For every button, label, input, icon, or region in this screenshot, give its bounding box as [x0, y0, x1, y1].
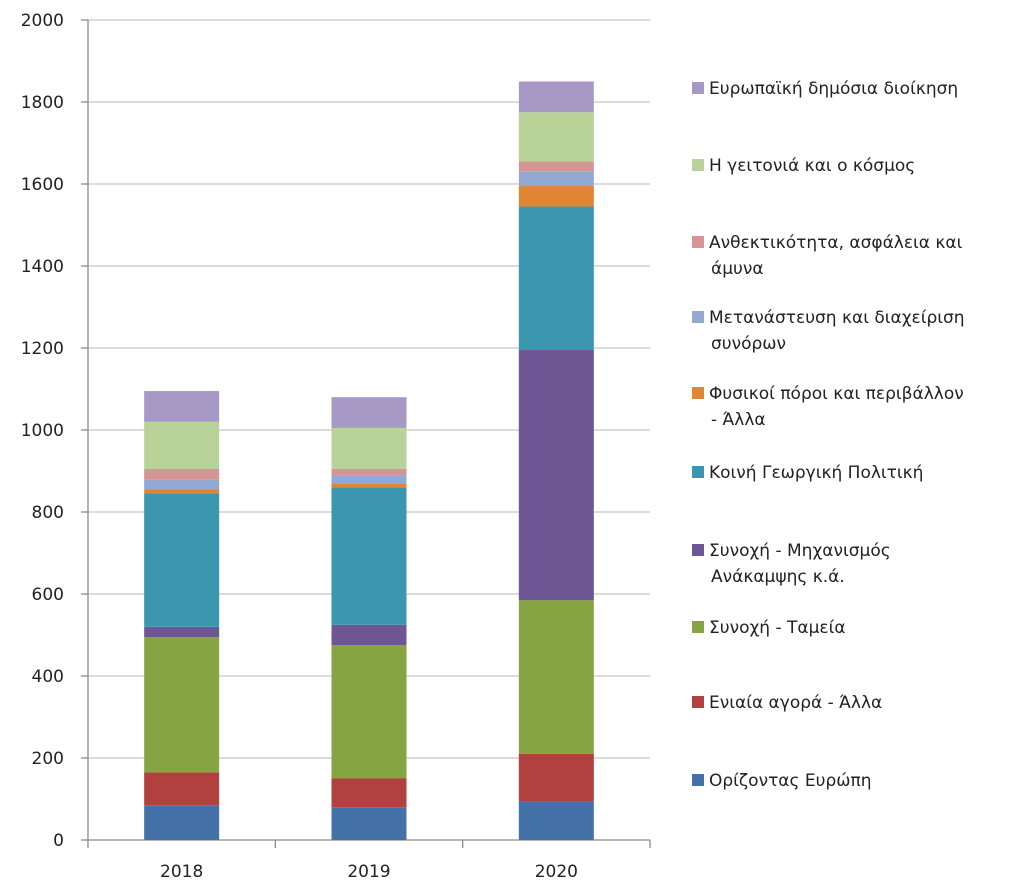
- x-tick-labels: 2018 2019 2020: [160, 862, 578, 882]
- bar-segment: [331, 624, 407, 646]
- bar-segment: [518, 171, 594, 187]
- bar-segment: [144, 626, 220, 638]
- bar-segment: [144, 637, 220, 773]
- x-tick-label: 2020: [535, 862, 578, 881]
- legend-label: Ενιαία αγορά - Άλλα: [709, 693, 882, 713]
- legend-item: Μετανάστευση και διαχείριση συνόρων: [692, 308, 965, 354]
- y-tick-label: 1800: [21, 93, 64, 113]
- legend-item: Ανθεκτικότητα, ασφάλεια και άμυνα: [692, 233, 963, 279]
- legend-label: Ευρωπαϊκή δημόσια διοίκηση: [709, 79, 958, 99]
- legend-swatch: [692, 696, 704, 708]
- y-tick-label: 200: [32, 749, 64, 769]
- x-tick-label: 2018: [160, 862, 203, 881]
- bar-segment: [518, 600, 594, 754]
- y-tick-label: 0: [53, 831, 64, 851]
- legend-label: - Άλλα: [711, 410, 766, 430]
- legend-label: άμυνα: [711, 259, 764, 279]
- legend: Ευρωπαϊκή δημόσια διοίκηση Η γειτονιά και…: [692, 79, 965, 791]
- bar-segment: [331, 483, 407, 488]
- x-tick-label: 2019: [347, 862, 390, 881]
- bar-segment: [518, 161, 594, 172]
- legend-item: Ορίζοντας Ευρώπη: [692, 771, 872, 791]
- bar-segment: [144, 805, 220, 840]
- bar-segment: [518, 753, 594, 802]
- bar-segment: [518, 186, 594, 207]
- bar-segment: [331, 645, 407, 779]
- legend-label: συνόρων: [711, 334, 786, 354]
- legend-label: Ανάκαμψης κ.ά.: [711, 567, 845, 587]
- legend-swatch: [692, 387, 704, 399]
- legend-item: Φυσικοί πόροι και περιβάλλον - Άλλα: [692, 384, 964, 430]
- legend-swatch: [692, 774, 704, 786]
- legend-label: Φυσικοί πόροι και περιβάλλον: [709, 384, 964, 404]
- bar-segment: [144, 391, 220, 422]
- bar-segment: [331, 427, 407, 469]
- legend-label: Η γειτονιά και ο κόσμος: [709, 156, 915, 176]
- y-tick-label: 800: [32, 503, 64, 523]
- y-tick-label: 1600: [21, 175, 64, 195]
- legend-item: Συνοχή - Ταμεία: [692, 618, 846, 638]
- bar-segment: [518, 801, 594, 840]
- bar-segment: [144, 479, 220, 490]
- legend-swatch: [692, 621, 704, 633]
- legend-label: Συνοχή - Ταμεία: [709, 618, 846, 638]
- legend-item: Ευρωπαϊκή δημόσια διοίκηση: [692, 79, 958, 99]
- legend-label: Κοινή Γεωργική Πολιτική: [709, 463, 923, 483]
- bar-segment: [331, 475, 407, 484]
- y-tick-label: 600: [32, 585, 64, 605]
- y-tick-label: 1000: [21, 421, 64, 441]
- legend-swatch: [692, 544, 704, 556]
- legend-label: Ορίζοντας Ευρώπη: [709, 771, 872, 791]
- legend-label: Ανθεκτικότητα, ασφάλεια και: [709, 233, 963, 253]
- legend-item: Συνοχή - Μηχανισμός Ανάκαμψης κ.ά.: [692, 541, 891, 587]
- bar-segment: [144, 772, 220, 806]
- bar-segment: [518, 112, 594, 162]
- y-tick-label: 1400: [21, 257, 64, 277]
- y-tick-labels: 0 200 400 600 800 1000 1200 1400 1600 1800 2000: [21, 11, 64, 851]
- legend-label: Συνοχή - Μηχανισμός: [709, 541, 891, 561]
- bar-segment: [331, 397, 407, 428]
- legend-swatch: [692, 466, 704, 478]
- y-tick-label: 400: [32, 667, 64, 687]
- bar-segment: [144, 468, 220, 480]
- bar-segment: [518, 206, 594, 351]
- legend-item: Η γειτονιά και ο κόσμος: [692, 156, 915, 176]
- bar-segment: [331, 778, 407, 808]
- legend-label: Μετανάστευση και διαχείριση: [709, 308, 965, 328]
- y-tick-label: 2000: [21, 11, 64, 31]
- bar-segment: [144, 489, 220, 494]
- legend-item: Ενιαία αγορά - Άλλα: [692, 693, 882, 713]
- bar-segment: [331, 468, 407, 476]
- legend-swatch: [692, 311, 704, 323]
- y-tick-label: 1200: [21, 339, 64, 359]
- bar-segment: [144, 421, 220, 469]
- bar-segment: [331, 487, 407, 625]
- bar-segment: [518, 81, 594, 113]
- legend-swatch: [692, 82, 704, 94]
- bars: [144, 81, 594, 840]
- legend-swatch: [692, 236, 704, 248]
- bar-segment: [144, 493, 220, 627]
- legend-item: Κοινή Γεωργική Πολιτική: [692, 463, 923, 483]
- bar-segment: [518, 350, 594, 601]
- legend-swatch: [692, 159, 704, 171]
- bar-segment: [331, 807, 407, 840]
